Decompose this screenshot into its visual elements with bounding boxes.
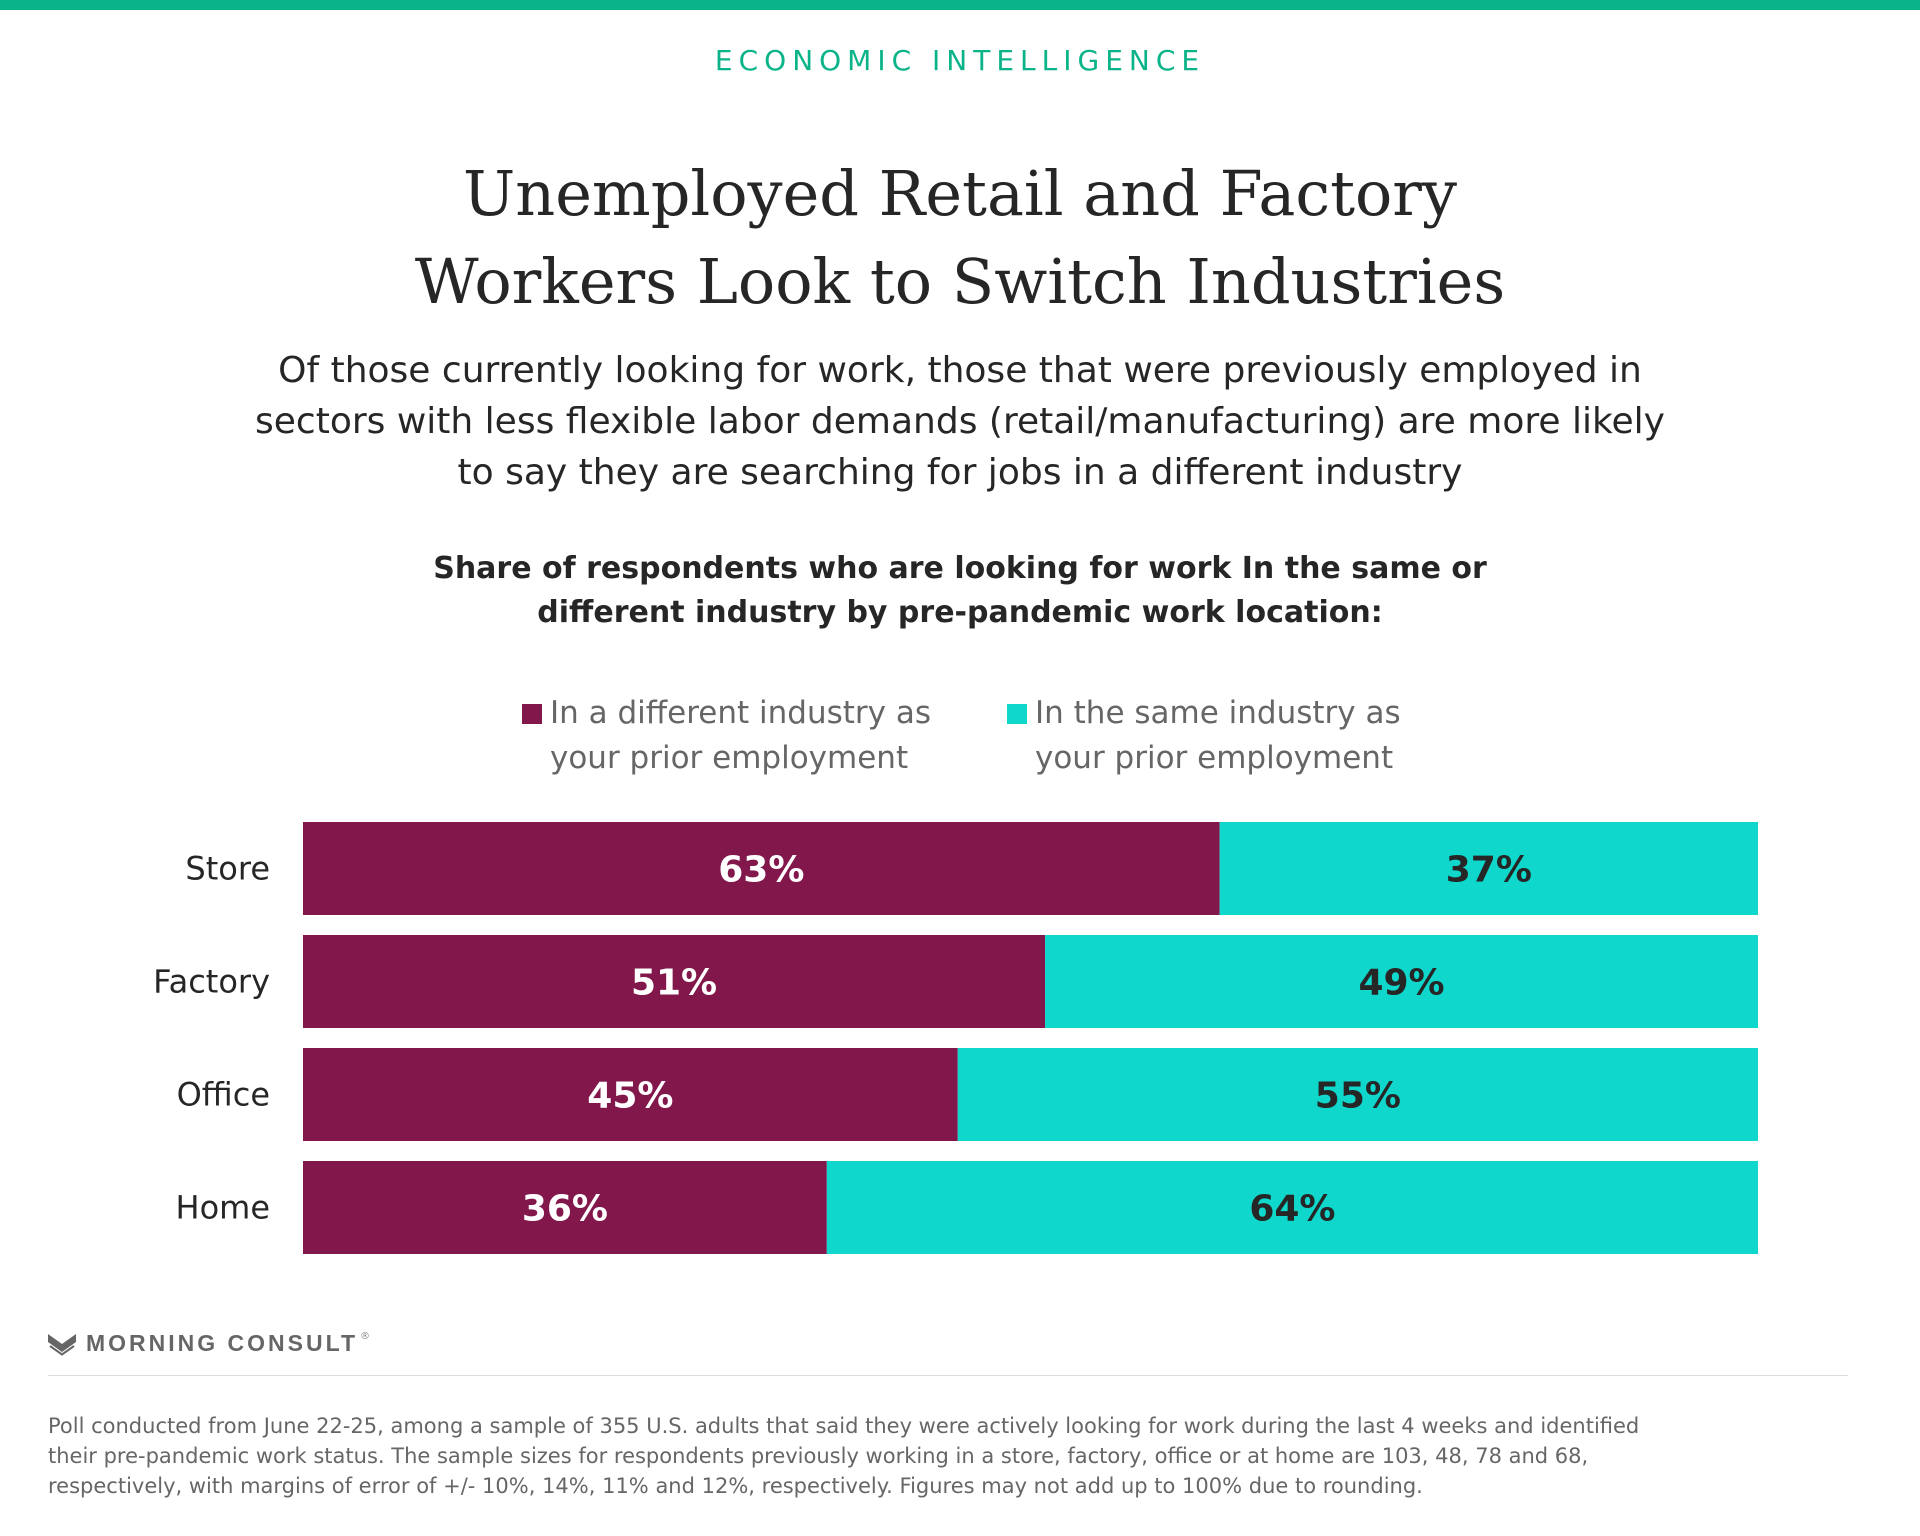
category-label-home: Home	[176, 1189, 271, 1227]
data-label-store-series-2: 37%	[1446, 850, 1532, 891]
data-label-factory-series-1: 51%	[631, 963, 717, 1004]
legend-item-different-industry: In a different industry as your prior em…	[522, 691, 931, 781]
subtitle-line: Of those currently looking for work, tho…	[278, 350, 1642, 391]
footer-divider	[48, 1375, 1848, 1376]
category-label-office: Office	[177, 1076, 270, 1114]
chart-title-heading: Unemployed Retail and Factory Workers Lo…	[260, 150, 1660, 326]
data-label-office-series-1: 45%	[587, 1076, 673, 1117]
bar-segment-store-series-1	[303, 822, 1220, 915]
data-label-home-series-1: 36%	[522, 1189, 608, 1230]
data-label-factory-series-2: 49%	[1358, 963, 1444, 1004]
data-label-office-series-2: 55%	[1315, 1076, 1401, 1117]
bar-segment-store-series-2	[1219, 822, 1758, 915]
subtitle-line: to say they are searching for jobs in a …	[457, 452, 1463, 493]
data-label-home-series-2: 64%	[1249, 1189, 1335, 1230]
category-label-store: Store	[185, 850, 270, 888]
registered-mark: ®	[360, 1331, 371, 1342]
title-line: Unemployed Retail and Factory	[463, 157, 1457, 230]
bar-segment-factory-series-2	[1045, 935, 1758, 1028]
top-accent-bar	[0, 0, 1920, 10]
stacked-bar-chart: Store 63% 37% Factory 51% 49% Office 45% 55% Home…	[153, 822, 1758, 1254]
legend-label: In the same industry as your prior emplo…	[1035, 691, 1401, 781]
category-label-factory: Factory	[153, 963, 270, 1001]
bar-segment-office-series-2	[957, 1048, 1758, 1141]
legend-swatch	[522, 704, 542, 724]
data-label-store-series-1: 63%	[718, 850, 804, 891]
legend-label-line: In the same industry as	[1035, 695, 1401, 731]
brand-name: MORNING CONSULT	[86, 1330, 359, 1356]
subtitle-line: sectors with less flexible labor demands…	[255, 401, 1665, 442]
bar-segment-home-series-1	[303, 1161, 827, 1254]
chart-question: Share of respondents who are looking for…	[360, 547, 1560, 635]
section-label: ECONOMIC INTELLIGENCE	[714, 44, 1206, 77]
legend-label: In a different industry as your prior em…	[550, 691, 931, 781]
bar-segment-home-series-2	[826, 1161, 1758, 1254]
bar-segment-factory-series-1	[303, 935, 1046, 1028]
footnote-line: Poll conducted from June 22-25, among a …	[48, 1414, 1640, 1438]
footnote-line: their pre-pandemic work status. The samp…	[48, 1444, 1589, 1468]
morning-consult-m-icon	[48, 1333, 76, 1356]
morning-consult-logo: MORNING CONSULT ®	[48, 1330, 370, 1357]
bar-segment-office-series-1	[303, 1048, 958, 1141]
chart-question-line: Share of respondents who are looking for…	[433, 551, 1487, 586]
legend-item-same-industry: In the same industry as your prior emplo…	[1007, 691, 1401, 781]
legend-label-line: your prior employment	[1035, 740, 1394, 776]
legend-label-line: your prior employment	[550, 740, 909, 776]
footnote-line: respectively, with margins of error of +…	[48, 1474, 1423, 1498]
title-line: Workers Look to Switch Industries	[414, 245, 1506, 318]
legend-swatch	[1007, 704, 1027, 724]
legend-label-line: In a different industry as	[550, 695, 931, 731]
methodology-footnote: Poll conducted from June 22-25, among a …	[48, 1411, 1878, 1501]
chart-question-line: different industry by pre-pandemic work …	[537, 595, 1383, 630]
subtitle: Of those currently looking for work, tho…	[210, 345, 1710, 498]
